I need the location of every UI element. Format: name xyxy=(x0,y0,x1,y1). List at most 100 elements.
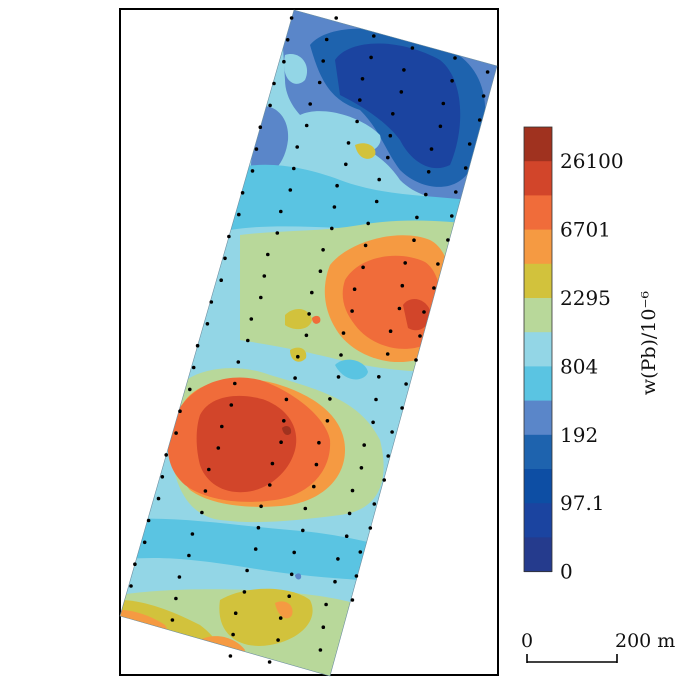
sample-point xyxy=(279,209,283,214)
sample-point xyxy=(397,306,402,311)
sample-point xyxy=(346,141,351,145)
sample-point xyxy=(190,532,195,536)
sample-point xyxy=(253,547,258,551)
sample-point xyxy=(289,16,294,20)
legend-swatch xyxy=(524,537,552,573)
sample-point xyxy=(418,334,422,338)
sample-point xyxy=(350,309,354,313)
sample-point xyxy=(350,598,355,602)
sample-point xyxy=(223,256,227,261)
sample-point xyxy=(355,119,359,124)
sample-point xyxy=(377,177,382,182)
sample-point xyxy=(341,331,346,335)
sample-point xyxy=(156,496,161,501)
sample-point xyxy=(289,572,294,577)
sample-point xyxy=(236,360,241,364)
sample-point xyxy=(325,419,330,423)
sample-point xyxy=(267,660,272,664)
legend: 26100 6701 2295 804 192 97.1 0 xyxy=(523,126,624,584)
sample-point xyxy=(453,56,457,60)
legend-swatch xyxy=(524,434,552,470)
sample-point xyxy=(233,381,237,386)
legend-swatch xyxy=(524,332,552,367)
sample-point xyxy=(246,338,250,343)
sample-point xyxy=(318,648,323,652)
sample-point xyxy=(229,403,234,407)
sample-point xyxy=(216,446,221,450)
sample-point xyxy=(227,234,231,239)
sample-point xyxy=(242,590,247,594)
sample-point xyxy=(256,525,261,530)
sample-point xyxy=(362,443,367,447)
legend-swatch xyxy=(524,503,552,538)
legend-label: 97.1 xyxy=(560,491,605,515)
legend-swatch xyxy=(524,366,552,402)
sample-point xyxy=(207,467,211,472)
sample-point xyxy=(318,269,323,274)
sample-point xyxy=(276,638,280,642)
sample-point xyxy=(178,409,182,414)
sample-point xyxy=(220,424,224,429)
sample-point xyxy=(385,352,390,356)
scale-end-label: 200 m xyxy=(615,630,675,652)
legend-label: 0 xyxy=(560,560,573,584)
sample-point xyxy=(266,252,270,257)
sample-point xyxy=(174,431,178,435)
sample-point xyxy=(304,333,309,338)
legend-label: 6701 xyxy=(560,218,611,242)
sample-point xyxy=(292,166,296,171)
sample-point xyxy=(228,654,233,658)
sample-point xyxy=(295,145,300,149)
sample-point xyxy=(233,611,238,615)
sample-point xyxy=(485,70,490,74)
sample-point xyxy=(359,466,364,470)
legend-swatch xyxy=(524,229,552,265)
sample-point xyxy=(293,376,297,380)
sample-point xyxy=(303,506,308,511)
sample-point xyxy=(374,199,379,204)
sample-point xyxy=(310,290,314,295)
sample-point xyxy=(390,430,394,434)
sample-point xyxy=(259,504,263,509)
sample-point xyxy=(284,397,289,402)
sample-point xyxy=(374,397,378,402)
sample-point xyxy=(400,406,404,410)
sample-point xyxy=(129,584,133,588)
sample-point xyxy=(195,343,200,348)
sample-point xyxy=(307,312,311,316)
sample-point xyxy=(262,274,267,278)
sample-point xyxy=(436,262,440,266)
sample-point xyxy=(414,358,418,362)
sample-point xyxy=(450,214,454,218)
sample-point xyxy=(258,125,263,129)
sample-point xyxy=(177,575,182,579)
legend-swatch xyxy=(524,127,552,162)
sample-point xyxy=(133,562,137,566)
sample-point xyxy=(200,510,204,515)
sample-point xyxy=(187,553,191,558)
sample-point xyxy=(429,147,434,151)
sample-point xyxy=(324,602,328,607)
sample-point xyxy=(403,261,408,265)
legend-label: 2295 xyxy=(560,286,611,310)
sample-point xyxy=(477,118,482,122)
scale-start-label: 0 xyxy=(521,630,533,652)
sample-point xyxy=(446,238,450,242)
strip-outline xyxy=(119,9,498,677)
sample-point xyxy=(254,147,259,151)
sample-point xyxy=(304,123,309,128)
map-frame xyxy=(119,8,499,676)
sample-point xyxy=(146,518,151,523)
sample-point xyxy=(333,579,337,584)
sample-point xyxy=(399,90,404,94)
sample-point xyxy=(321,625,326,629)
sample-point xyxy=(287,594,292,598)
sample-point xyxy=(332,205,337,209)
sample-point xyxy=(400,283,405,288)
legend-label: 192 xyxy=(560,423,598,447)
sample-point xyxy=(209,300,214,304)
sample-point xyxy=(441,101,446,106)
sample-point xyxy=(438,124,443,129)
sample-point xyxy=(347,511,352,516)
sample-point xyxy=(288,188,293,192)
